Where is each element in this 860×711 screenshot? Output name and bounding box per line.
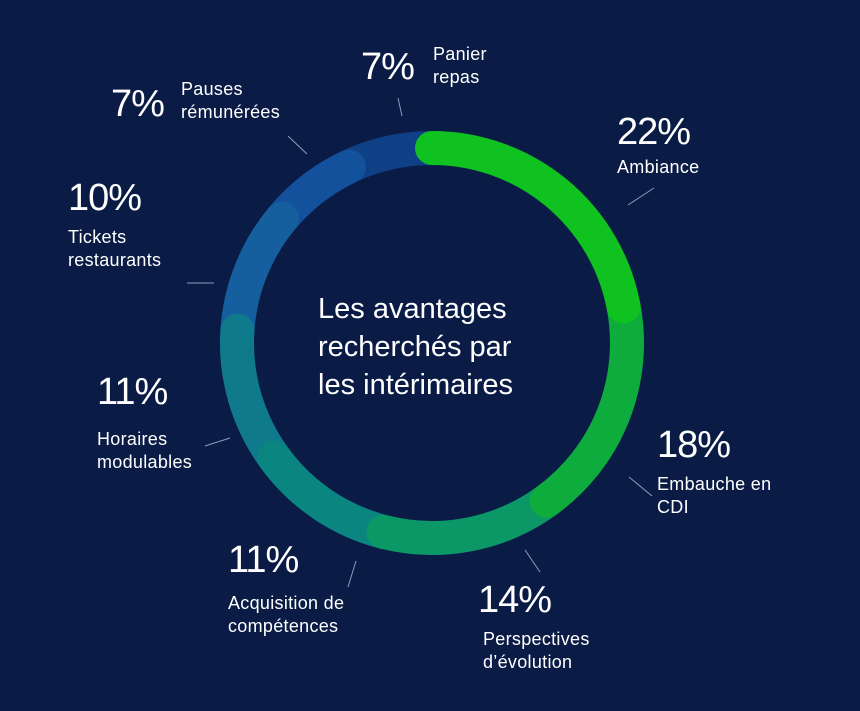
slice-label-tickets: 10% Tickets restaurants [68,178,161,272]
slice-name-horaires: Horaires modulables [97,429,193,472]
chart-title-line-3: les intérimaires [318,369,513,401]
slice-label-embauche: 18% Embauche en CDI [657,425,771,519]
leader-line-4 [204,437,231,447]
slice-percent-embauche: 18% [657,424,731,466]
slice-name-tickets: Tickets restaurants [68,227,162,270]
chart-title: Les avantages recherchés par les intérim… [318,290,578,404]
donut-slice-3 [257,440,401,549]
slice-label-acquisition: 11% Acquisition de compétences [228,540,344,638]
slice-percent-acquisition: 11% [228,539,299,581]
slice-percent-horaires: 11% [97,371,168,413]
slice-name-ambiance: Ambiance [617,157,700,177]
slice-name-acquisition: Acquisition de compétences [228,593,345,636]
chart-title-line-2: recherchés par [318,331,512,363]
donut-slice-1 [529,289,644,518]
donut-slice-4 [220,313,292,475]
leader-line-7 [397,97,403,117]
leader-line-1 [628,476,653,497]
leader-line-3 [347,560,357,588]
slice-percent-ambiance: 22% [617,111,691,153]
slice-label-horaires: 11% Horaires modulables [97,372,192,474]
chart-title-line-1: Les avantages [318,293,507,325]
slice-name-panier: Panier repas [433,44,487,87]
slice-name-perspectives: Perspectives d’évolution [483,629,590,672]
slice-name-embauche: Embauche en CDI [657,474,772,517]
leader-line-6 [287,135,308,155]
slice-percent-tickets: 10% [68,177,142,219]
slice-percent-perspectives: 14% [478,579,552,621]
slice-percent-pauses: 7% [111,83,165,125]
donut-slice-5 [220,201,299,348]
slice-name-pauses: Pauses rémunérées [181,79,281,122]
slice-label-perspectives: 14% Perspectives d’évolution [478,580,590,674]
slice-label-ambiance: 22% Ambiance [617,112,699,179]
slice-percent-panier: 7% [361,46,415,88]
donut-slice-0 [415,131,641,324]
donut-slice-2 [366,483,564,555]
leader-line-0 [627,187,655,206]
leader-line-2 [524,549,541,573]
